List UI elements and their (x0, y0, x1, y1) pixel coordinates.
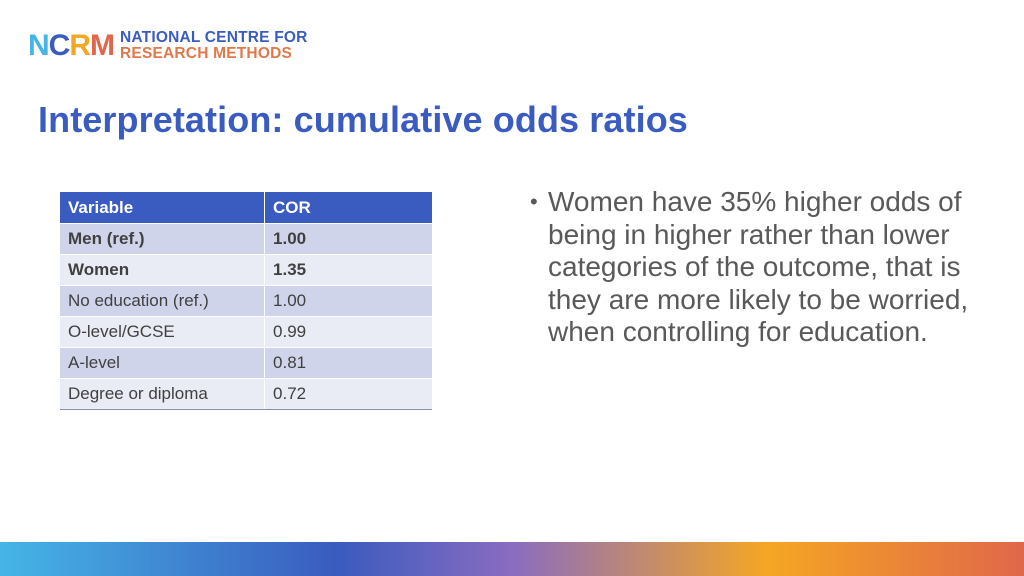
odds-ratio-table: Variable COR Men (ref.) 1.00 Women 1.35 No e… (60, 192, 432, 410)
logo-letter-m: M (90, 29, 115, 62)
cell-cor: 1.35 (264, 254, 432, 286)
bullet-item: • Women have 35% higher odds of being in… (530, 186, 990, 349)
bullet-text: Women have 35% higher odds of being in h… (548, 186, 969, 347)
footer-gradient-bar (0, 542, 1024, 576)
logo-line-2: RESEARCH METHODS (120, 45, 293, 62)
cell-cor: 1.00 (264, 285, 432, 317)
column-header-cor: COR (264, 192, 432, 224)
logo-mark: N C R M (28, 29, 115, 62)
cell-cor: 1.00 (264, 223, 432, 255)
cell-variable: Men (ref.) (60, 223, 266, 255)
logo-text: NATIONAL CENTRE FOR RESEARCH METHODS (120, 30, 308, 62)
logo-letter-c: C (48, 29, 71, 62)
cell-cor: 0.72 (264, 378, 432, 410)
table-row: No education (ref.) 1.00 (60, 285, 432, 317)
logo-letter-r: R (69, 29, 91, 62)
ncrm-logo: N C R M NATIONAL CENTRE FOR RESEARCH MET… (28, 28, 308, 64)
table-body: Men (ref.) 1.00 Women 1.35 No education (ref… (60, 223, 432, 410)
table-row: A-level 0.81 (60, 347, 432, 379)
column-header-variable: Variable (60, 192, 266, 224)
table-row: Degree or diploma 0.72 (60, 378, 432, 410)
bullet-list: • Women have 35% higher odds of being in… (530, 186, 990, 349)
bullet-marker: • (530, 189, 538, 214)
cell-variable: No education (ref.) (60, 285, 266, 317)
cell-cor: 0.81 (264, 347, 432, 379)
logo-line-1: NATIONAL CENTRE FOR (120, 29, 308, 46)
cell-variable: A-level (60, 347, 266, 379)
logo-letter-n: N (28, 29, 50, 62)
table-row: Women 1.35 (60, 254, 432, 286)
slide-title: Interpretation: cumulative odds ratios (38, 99, 688, 140)
cell-cor: 0.99 (264, 316, 432, 348)
cell-variable: Women (60, 254, 266, 286)
table-header-row: Variable COR (60, 192, 432, 224)
table-row: Men (ref.) 1.00 (60, 223, 432, 255)
cell-variable: O-level/GCSE (60, 316, 266, 348)
table-row: O-level/GCSE 0.99 (60, 316, 432, 348)
cell-variable: Degree or diploma (60, 378, 266, 410)
